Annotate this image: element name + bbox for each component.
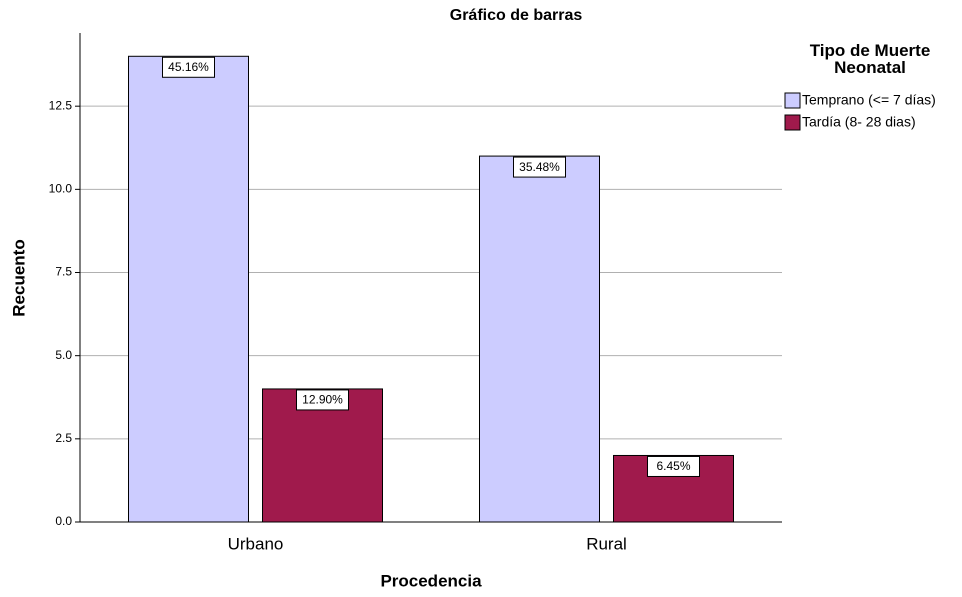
bar bbox=[262, 388, 383, 523]
y-tick-label: 5.0 bbox=[55, 348, 72, 362]
y-tick-label: 7.5 bbox=[55, 265, 72, 279]
value-label-box bbox=[162, 56, 215, 78]
y-tick-label: 10.0 bbox=[49, 182, 73, 196]
value-label: 45.16% bbox=[168, 60, 209, 74]
bar bbox=[128, 55, 249, 523]
chart-title: Gráfico de barras bbox=[450, 7, 583, 24]
legend-swatch bbox=[784, 92, 801, 109]
value-label: 12.90% bbox=[302, 393, 343, 407]
value-label: 35.48% bbox=[519, 160, 560, 174]
legend-label: Temprano (<= 7 días) bbox=[802, 92, 936, 108]
y-tick-label: 12.5 bbox=[49, 98, 73, 112]
x-tick-label: Rural bbox=[586, 534, 627, 553]
value-label-box bbox=[513, 156, 566, 178]
y-tick-label: 2.5 bbox=[55, 431, 72, 445]
legend-title: Tipo de Muerte Neonatal bbox=[809, 41, 931, 77]
legend-swatch bbox=[784, 114, 801, 131]
y-axis-label: Recuento bbox=[9, 239, 28, 316]
bar bbox=[479, 155, 600, 523]
x-axis-label: Procedencia bbox=[380, 571, 482, 590]
value-label-box bbox=[647, 455, 700, 477]
x-tick-label: Urbano bbox=[228, 534, 284, 553]
value-label: 6.45% bbox=[656, 459, 690, 473]
value-label-box bbox=[296, 389, 349, 411]
legend-label: Tardía (8- 28 dias) bbox=[802, 114, 916, 130]
y-tick-label: 0.0 bbox=[55, 514, 72, 528]
